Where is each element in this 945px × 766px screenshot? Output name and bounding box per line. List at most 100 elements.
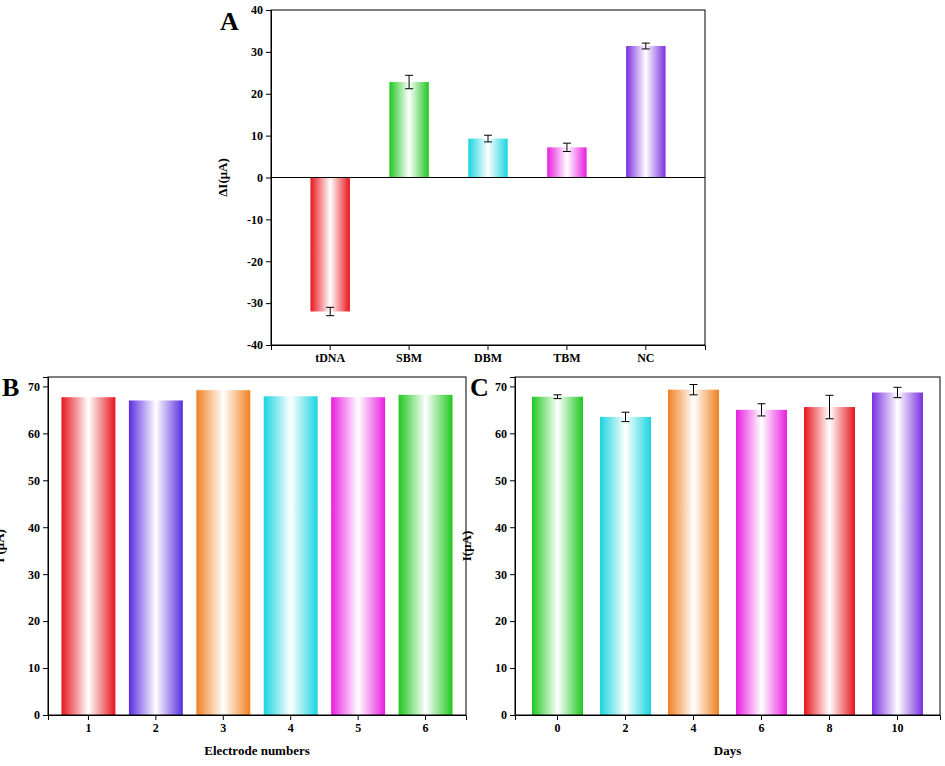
error-cap — [758, 403, 766, 404]
bars — [310, 43, 665, 316]
error-stem — [488, 135, 489, 142]
tick: DBM — [474, 345, 502, 365]
axis-line — [510, 378, 516, 716]
plot-frame — [271, 10, 705, 345]
tick-label: 10 — [892, 721, 904, 735]
panel: 010203040506070123456BI (μA)Electrode nu… — [0, 373, 467, 758]
tick-mark — [566, 345, 567, 350]
zero-line — [271, 177, 705, 178]
tick: 6 — [423, 715, 429, 735]
bar — [389, 82, 428, 177]
tick: 10 — [892, 715, 904, 735]
tick-label: 2 — [623, 721, 629, 735]
bars — [61, 390, 452, 715]
error-cap — [326, 315, 334, 316]
tick: 6 — [759, 715, 765, 735]
error-cap — [405, 88, 413, 89]
axis-line — [516, 716, 941, 721]
bar — [61, 397, 115, 715]
tick-label: 40 — [251, 3, 263, 17]
axis-line — [49, 716, 467, 721]
tick: 50 — [28, 474, 48, 488]
bar — [196, 390, 250, 715]
error-stem — [693, 385, 694, 395]
tick: 40 — [495, 521, 515, 535]
tick-label: 8 — [827, 721, 833, 735]
tick-mark — [266, 219, 271, 220]
tick-label: 10 — [251, 129, 263, 143]
tick-label: -10 — [247, 213, 263, 227]
bar — [736, 410, 787, 715]
tick-mark — [266, 94, 271, 95]
tick-mark — [510, 527, 515, 528]
error-cap — [563, 143, 571, 144]
tick-mark — [43, 574, 48, 575]
error-cap — [484, 141, 492, 142]
error-cap — [622, 421, 630, 422]
tick-mark — [266, 178, 271, 179]
plot-frame — [515, 377, 940, 715]
tick-mark — [88, 715, 89, 720]
tick-mark — [510, 621, 515, 622]
tick-label: 30 — [28, 568, 40, 582]
bar — [600, 417, 651, 715]
tick-label: 0 — [257, 171, 263, 185]
axis-line — [272, 346, 706, 351]
tick: SBM — [396, 345, 422, 365]
tick: 2 — [153, 715, 159, 735]
error-stem — [645, 43, 646, 49]
tick-label: 60 — [495, 427, 507, 441]
error-cap — [554, 398, 562, 399]
tick-label: 0 — [555, 721, 561, 735]
error-bar — [894, 387, 902, 397]
error-bar — [642, 43, 650, 49]
tick-label: 30 — [495, 568, 507, 582]
error-cap — [894, 397, 902, 398]
tick-mark — [266, 10, 271, 11]
panel: -40-30-20-10010203040tDNASBMDBMTBMNCAΔI(… — [215, 3, 706, 364]
tick-mark — [510, 715, 515, 716]
bar — [399, 395, 453, 715]
tick: 0 — [257, 171, 271, 185]
tick-label: 0 — [501, 708, 507, 722]
x-axis: tDNASBMDBMTBMNC — [272, 345, 706, 365]
tick-label: 50 — [495, 474, 507, 488]
tick-mark — [155, 715, 156, 720]
tick: 30 — [495, 568, 515, 582]
tick-label: 70 — [495, 380, 507, 394]
tick: 70 — [28, 380, 48, 394]
error-cap — [690, 394, 698, 395]
bar — [310, 178, 349, 312]
panel: 0102030405060700246810CI(μA)Days — [459, 373, 941, 758]
bar — [872, 392, 923, 715]
error-cap — [554, 394, 562, 395]
tick-label: 10 — [495, 661, 507, 675]
tick-mark — [557, 715, 558, 720]
axis-line — [43, 378, 49, 716]
tick-label: -30 — [247, 296, 263, 310]
tick-label: NC — [637, 351, 654, 365]
error-cap — [642, 48, 650, 49]
tick-mark — [266, 136, 271, 137]
tick-mark — [829, 715, 830, 720]
error-bar — [554, 395, 562, 399]
error-bar — [405, 75, 413, 88]
tick: 4 — [288, 715, 294, 735]
tick: 5 — [355, 715, 361, 735]
tick-mark — [510, 386, 515, 387]
error-stem — [330, 307, 331, 315]
tick-label: tDNA — [315, 351, 345, 365]
bar — [547, 147, 586, 177]
tick: -40 — [247, 338, 271, 352]
error-bar — [563, 143, 571, 151]
tick-label: 3 — [220, 721, 226, 735]
bar — [532, 397, 583, 715]
tick-label: 30 — [251, 45, 263, 59]
tick-mark — [290, 715, 291, 720]
error-bar — [826, 395, 834, 418]
tick-mark — [510, 668, 515, 669]
y-axis: 0 10 20 30 40 50 60 70 — [495, 378, 516, 723]
tick-label: 20 — [495, 614, 507, 628]
tick-mark — [43, 715, 48, 716]
tick-mark — [223, 715, 224, 720]
